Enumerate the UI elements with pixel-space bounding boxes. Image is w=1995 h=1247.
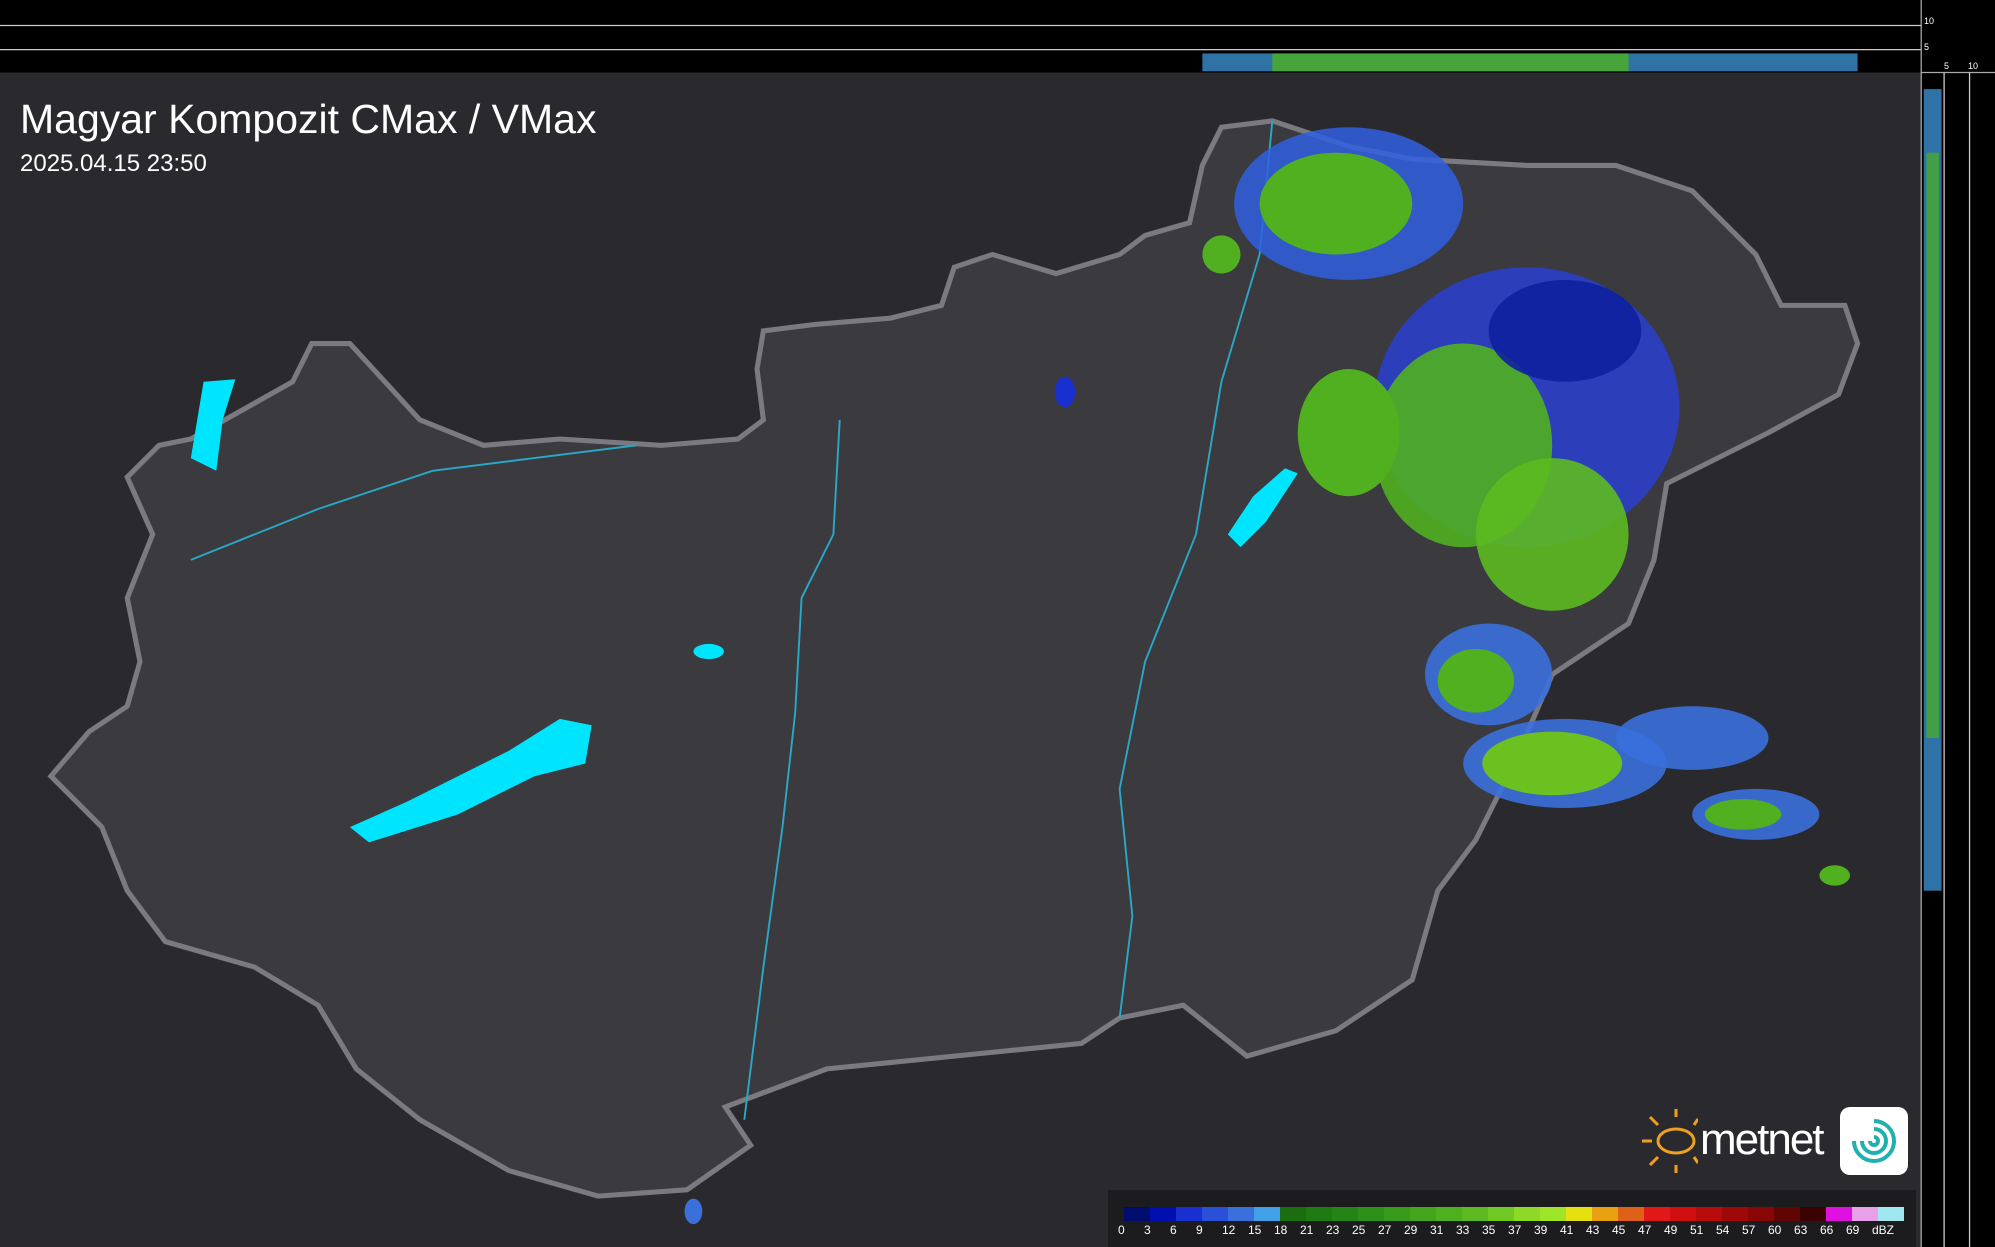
- legend-label: 12: [1222, 1223, 1236, 1237]
- legend-color-cell: [1358, 1207, 1384, 1221]
- legend-color-cell: [1254, 1207, 1280, 1221]
- legend-color-cell: [1566, 1207, 1592, 1221]
- legend-color-cell: [1488, 1207, 1514, 1221]
- radar-swirl-icon: [1840, 1107, 1908, 1175]
- legend-color-cell: [1852, 1207, 1878, 1221]
- legend-label: 69: [1846, 1223, 1860, 1237]
- legend-label: 63: [1794, 1223, 1808, 1237]
- legend-label: 35: [1482, 1223, 1496, 1237]
- legend-label: 25: [1352, 1223, 1366, 1237]
- lake-balaton: [349, 718, 592, 843]
- legend-color-cell: [1514, 1207, 1540, 1221]
- sun-icon: [1642, 1109, 1700, 1173]
- legend-color-cell: [1228, 1207, 1254, 1221]
- legend-color-cell: [1696, 1207, 1722, 1221]
- legend-color-cell: [1202, 1207, 1228, 1221]
- legend-color-cell: [1176, 1207, 1202, 1221]
- dbz-legend: 0 3 6 9 12 15 18 21 23 25 27 29 31 33 35 37 39 41 43 45 47 49…: [1108, 1190, 1916, 1247]
- legend-color-cell: [1592, 1207, 1618, 1221]
- legend-label: 3: [1144, 1223, 1151, 1237]
- legend-label: 23: [1326, 1223, 1340, 1237]
- right-scale-tick: 10: [1968, 61, 1979, 71]
- lakes: [190, 379, 1298, 843]
- legend-color-cell: [1722, 1207, 1748, 1221]
- legend-label: 54: [1716, 1223, 1730, 1237]
- legend-label: 27: [1378, 1223, 1392, 1237]
- legend-color-bar: [1124, 1207, 1904, 1221]
- legend-label: 57: [1742, 1223, 1756, 1237]
- legend-label: 31: [1430, 1223, 1444, 1237]
- legend-label: 66: [1820, 1223, 1834, 1237]
- legend-color-cell: [1618, 1207, 1644, 1221]
- legend-color-cell: [1306, 1207, 1332, 1221]
- legend-label: 9: [1196, 1223, 1203, 1237]
- legend-label: 49: [1664, 1223, 1678, 1237]
- legend-color-cell: [1826, 1207, 1852, 1221]
- legend-label: 41: [1560, 1223, 1574, 1237]
- legend-label: 45: [1612, 1223, 1626, 1237]
- top-scale-tick: 5: [1924, 42, 1930, 52]
- radar-echoes: [684, 127, 1850, 1225]
- legend-label: 21: [1300, 1223, 1314, 1237]
- legend-labels: 0 3 6 9 12 15 18 21 23 25 27 29 31 33 35 37 39 41 43 45 47 49…: [1118, 1223, 1898, 1237]
- legend-label: 39: [1534, 1223, 1548, 1237]
- legend-label: 37: [1508, 1223, 1522, 1237]
- legend-color-cell: [1774, 1207, 1800, 1221]
- legend-color-cell: [1878, 1207, 1904, 1221]
- legend-label: 33: [1456, 1223, 1470, 1237]
- legend-label: 51: [1690, 1223, 1704, 1237]
- legend-label: 6: [1170, 1223, 1177, 1237]
- legend-label: 43: [1586, 1223, 1600, 1237]
- lake-velence: [693, 643, 724, 660]
- legend-color-cell: [1540, 1207, 1566, 1221]
- legend-color-cell: [1644, 1207, 1670, 1221]
- logo-text: metnet: [1700, 1115, 1825, 1164]
- legend-color-cell: [1280, 1207, 1306, 1221]
- map-timestamp: 2025.04.15 23:50: [20, 150, 207, 177]
- legend-label: 47: [1638, 1223, 1652, 1237]
- legend-label: 60: [1768, 1223, 1782, 1237]
- legend-color-cell: [1670, 1207, 1696, 1221]
- rivers: [190, 120, 1274, 1120]
- legend-color-cell: [1384, 1207, 1410, 1221]
- legend-label: 15: [1248, 1223, 1262, 1237]
- metnet-logo: metnet: [1638, 1105, 1910, 1177]
- legend-label: 29: [1404, 1223, 1418, 1237]
- legend-color-cell: [1332, 1207, 1358, 1221]
- legend-color-cell: [1800, 1207, 1826, 1221]
- lake-ferto: [190, 379, 236, 471]
- legend-color-cell: [1748, 1207, 1774, 1221]
- legend-label: 18: [1274, 1223, 1288, 1237]
- legend-color-cell: [1150, 1207, 1176, 1221]
- legend-color-cell: [1410, 1207, 1436, 1221]
- legend-unit: dBZ: [1872, 1223, 1895, 1237]
- right-scale-tick: 5: [1944, 61, 1950, 71]
- legend-color-cell: [1436, 1207, 1462, 1221]
- lake-tisza: [1227, 468, 1298, 548]
- legend-label: 0: [1118, 1223, 1125, 1237]
- legend-color-cell: [1124, 1207, 1150, 1221]
- legend-color-cell: [1462, 1207, 1488, 1221]
- map-title: Magyar Kompozit CMax / VMax: [20, 96, 597, 142]
- top-scale-tick: 10: [1924, 16, 1935, 26]
